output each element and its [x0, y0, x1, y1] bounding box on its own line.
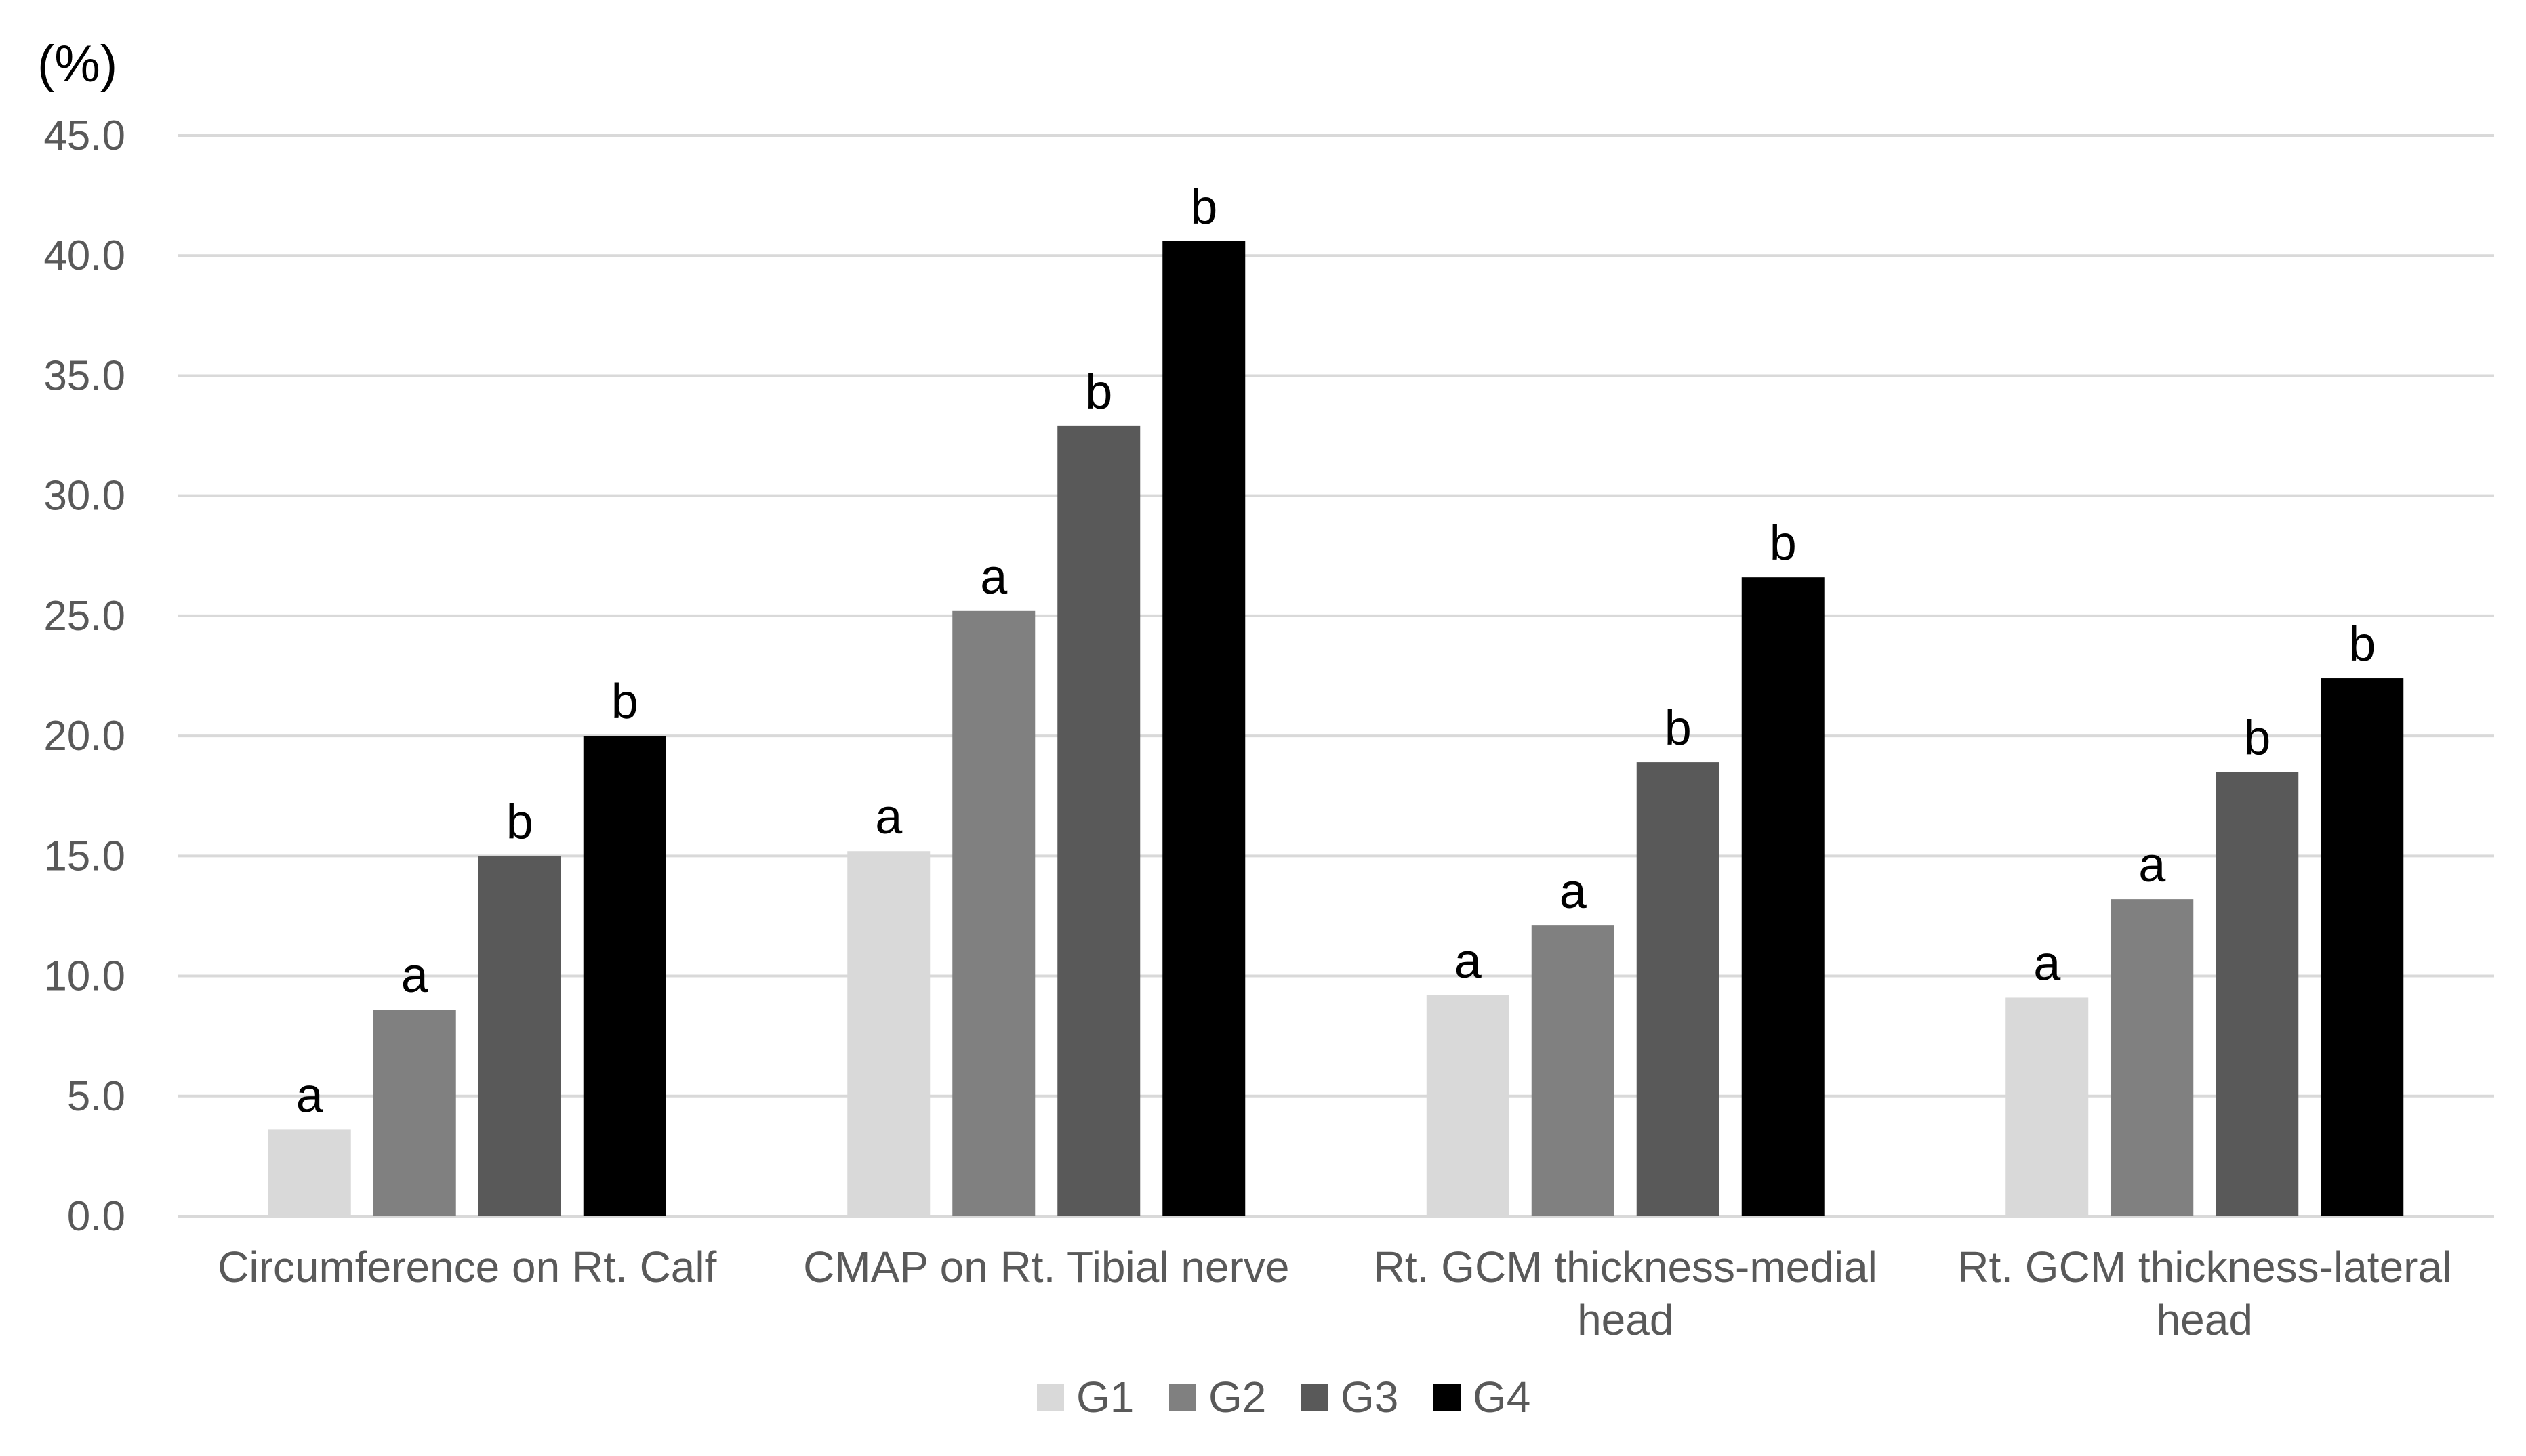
data-label: b — [2243, 711, 2270, 765]
data-label: a — [1454, 934, 1482, 989]
gridlines — [178, 134, 2494, 1218]
y-tick-label: 20.0 — [43, 713, 125, 760]
data-label: a — [401, 949, 429, 1003]
bar-g1 — [2005, 997, 2089, 1216]
data-label: b — [1190, 180, 1217, 234]
y-tick-label: 0.0 — [67, 1193, 125, 1240]
legend-swatch-g4 — [1433, 1384, 1461, 1411]
bar-g3 — [478, 856, 561, 1216]
y-tick-label: 30.0 — [43, 473, 125, 520]
bar-g4 — [1741, 577, 1825, 1216]
x-category-label-line: Rt. GCM thickness-medial — [1374, 1243, 1877, 1291]
x-category-label-line: CMAP on Rt. Tibial nerve — [803, 1243, 1289, 1291]
legend: G1 G2 G3 G4 — [1037, 1373, 1530, 1421]
data-label: a — [980, 550, 1008, 604]
y-unit-label: (%) — [37, 35, 117, 93]
data-label: b — [506, 795, 533, 849]
y-tick-label: 35.0 — [43, 352, 125, 399]
bar-g2 — [373, 1010, 456, 1216]
legend-swatch-g3 — [1301, 1384, 1328, 1411]
data-label: b — [611, 675, 638, 729]
legend-label-g1: G1 — [1076, 1373, 1134, 1421]
x-category-label-line: head — [2157, 1295, 2253, 1344]
x-category-label-line: Circumference on Rt. Calf — [218, 1243, 716, 1291]
x-category-label: Rt. GCM thickness-medial head — [1374, 1243, 1877, 1344]
data-label: a — [2138, 838, 2166, 892]
data-label: a — [2033, 936, 2061, 991]
bar-g4 — [1162, 241, 1246, 1216]
legend-swatch-g2 — [1169, 1384, 1196, 1411]
bar-g2 — [2111, 899, 2194, 1216]
data-label: a — [296, 1068, 324, 1123]
y-tick-label: 40.0 — [43, 232, 125, 279]
x-category-label-line: head — [1577, 1295, 1673, 1344]
x-category-label: CMAP on Rt. Tibial nerve — [803, 1243, 1289, 1291]
bar-g1 — [847, 851, 931, 1216]
legend-label-g3: G3 — [1341, 1373, 1398, 1421]
bar-g3 — [1057, 425, 1141, 1216]
data-labels: a a b b a a b b a a b b a a b b — [296, 180, 2376, 1123]
x-category-label: Circumference on Rt. Calf — [218, 1243, 716, 1291]
y-tick-label: 15.0 — [43, 833, 125, 879]
data-label: b — [1665, 701, 1692, 755]
data-label: b — [1085, 365, 1112, 419]
bar-g1 — [1426, 995, 1509, 1216]
y-tick-label: 25.0 — [43, 593, 125, 640]
bar-g4 — [583, 736, 666, 1216]
x-category-label-line: Rt. GCM thickness-lateral — [1957, 1243, 2451, 1291]
data-label: b — [1770, 516, 1797, 570]
data-label: a — [1560, 865, 1587, 919]
bar-g3 — [1636, 762, 1719, 1216]
y-tick-label: 10.0 — [43, 953, 125, 1000]
bars — [268, 241, 2404, 1216]
y-axis-ticks: 0.0 5.0 10.0 15.0 20.0 25.0 30.0 35.0 40.0 45.0 — [43, 112, 125, 1240]
legend-label-g2: G2 — [1208, 1373, 1266, 1421]
bar-g2 — [1531, 925, 1614, 1216]
bar-g1 — [268, 1129, 351, 1216]
y-tick-label: 45.0 — [43, 112, 125, 159]
data-label: a — [875, 790, 903, 844]
y-tick-label: 5.0 — [67, 1073, 125, 1120]
legend-label-g4: G4 — [1473, 1373, 1530, 1421]
legend-swatch-g1 — [1037, 1384, 1064, 1411]
x-axis-categories: Circumference on Rt. Calf CMAP on Rt. Tib… — [218, 1243, 2451, 1344]
x-category-label: Rt. GCM thickness-lateral head — [1957, 1243, 2451, 1344]
bar-g4 — [2321, 678, 2404, 1216]
data-label: b — [2348, 617, 2376, 671]
bar-g3 — [2216, 772, 2299, 1216]
bar-g2 — [952, 610, 1036, 1216]
